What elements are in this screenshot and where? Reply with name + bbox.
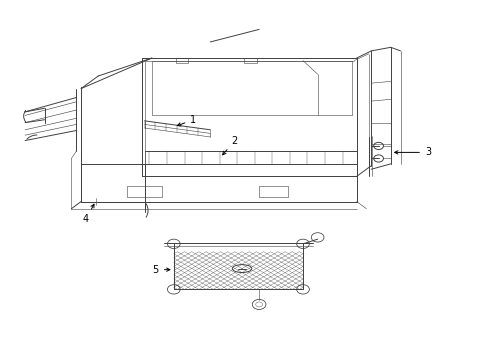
- Text: 1: 1: [177, 115, 196, 126]
- Text: 3: 3: [394, 147, 430, 157]
- Bar: [244, 58, 256, 63]
- Text: 4: 4: [83, 204, 94, 224]
- Bar: [259, 186, 288, 197]
- Text: 5: 5: [152, 265, 170, 275]
- Bar: [176, 58, 188, 63]
- Bar: [127, 186, 161, 197]
- Text: 2: 2: [222, 136, 237, 155]
